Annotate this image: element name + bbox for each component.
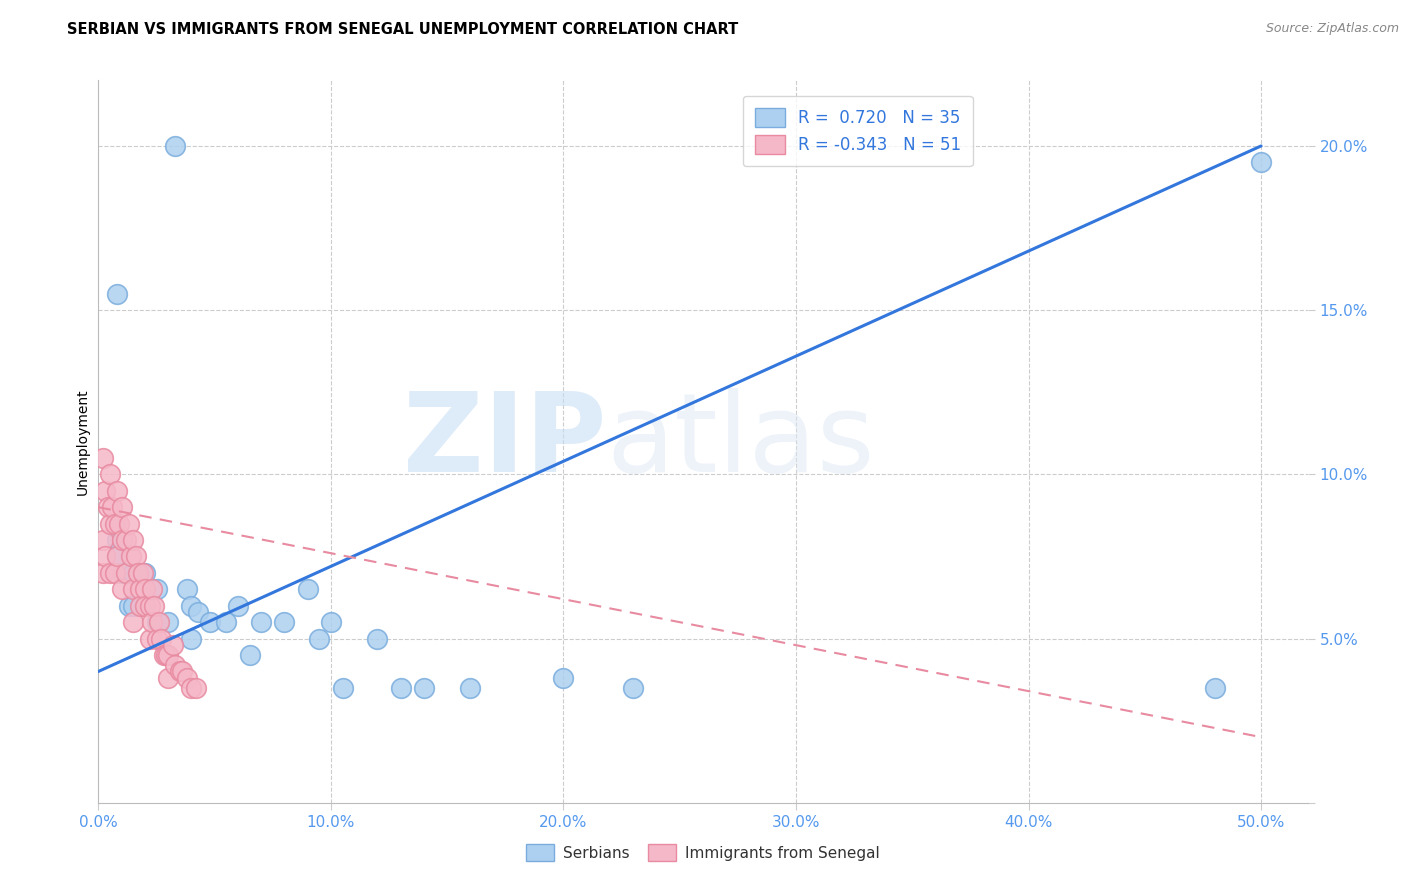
Point (1204, 681, 1226, 695)
Point (141, 582, 163, 597)
Point (145, 615, 167, 630)
Point (169, 665, 191, 679)
Point (332, 681, 354, 695)
Point (122, 582, 145, 597)
Point (176, 671, 198, 685)
Point (172, 665, 194, 679)
Point (162, 638, 184, 652)
Point (111, 533, 134, 547)
Point (215, 615, 238, 630)
Point (134, 566, 156, 580)
Point (145, 582, 167, 597)
Point (118, 516, 141, 531)
Point (105, 549, 128, 564)
Point (157, 615, 180, 630)
Point (250, 615, 273, 630)
Point (131, 566, 153, 580)
Point (198, 615, 221, 630)
Point (155, 648, 177, 662)
Point (460, 681, 482, 695)
Point (176, 582, 198, 597)
Point (111, 500, 134, 515)
Point (226, 599, 249, 613)
Point (389, 681, 412, 695)
Point (115, 533, 138, 547)
Point (143, 599, 166, 613)
Point (129, 582, 152, 597)
Point (108, 516, 131, 531)
Point (91, 533, 114, 547)
Point (148, 615, 170, 630)
Text: SERBIAN VS IMMIGRANTS FROM SENEGAL UNEMPLOYMENT CORRELATION CHART: SERBIAN VS IMMIGRANTS FROM SENEGAL UNEMP… (67, 22, 738, 37)
Point (91, 566, 114, 580)
Point (165, 139, 187, 153)
Point (308, 632, 330, 646)
Point (122, 566, 145, 580)
Point (118, 599, 141, 613)
Point (152, 648, 174, 662)
Point (184, 681, 207, 695)
Point (124, 549, 146, 564)
Point (129, 599, 152, 613)
Point (122, 615, 145, 630)
Point (122, 533, 145, 547)
Point (101, 500, 124, 515)
Point (134, 582, 156, 597)
Point (127, 566, 149, 580)
Point (105, 549, 128, 564)
Point (98, 566, 121, 580)
Point (145, 632, 167, 646)
Point (104, 516, 127, 531)
Point (138, 599, 160, 613)
Point (239, 648, 262, 662)
Point (98, 467, 121, 482)
Point (157, 671, 180, 685)
Point (297, 582, 319, 597)
Point (180, 681, 202, 695)
Point (111, 566, 134, 580)
Point (91, 450, 114, 465)
Point (134, 599, 156, 613)
Text: ZIP: ZIP (404, 388, 606, 495)
Text: atlas: atlas (606, 388, 875, 495)
Point (413, 681, 436, 695)
Point (141, 615, 163, 630)
Point (366, 632, 388, 646)
Point (157, 648, 180, 662)
Point (1250, 155, 1272, 169)
Y-axis label: Unemployment: Unemployment (76, 388, 90, 495)
Point (187, 605, 209, 619)
Point (273, 615, 295, 630)
Point (621, 681, 644, 695)
Point (98, 516, 121, 531)
Legend: Serbians, Immigrants from Senegal: Serbians, Immigrants from Senegal (520, 838, 886, 867)
Point (105, 533, 128, 547)
Point (94, 549, 117, 564)
Point (104, 566, 127, 580)
Point (180, 599, 202, 613)
Point (553, 671, 575, 685)
Point (111, 582, 134, 597)
Point (105, 286, 128, 301)
Point (180, 632, 202, 646)
Point (94, 483, 117, 498)
Text: Source: ZipAtlas.com: Source: ZipAtlas.com (1265, 22, 1399, 36)
Point (138, 632, 160, 646)
Point (319, 615, 342, 630)
Point (105, 483, 128, 498)
Point (97, 500, 120, 515)
Point (115, 566, 138, 580)
Point (150, 632, 173, 646)
Point (134, 599, 156, 613)
Point (122, 599, 145, 613)
Point (120, 549, 142, 564)
Point (165, 657, 187, 672)
